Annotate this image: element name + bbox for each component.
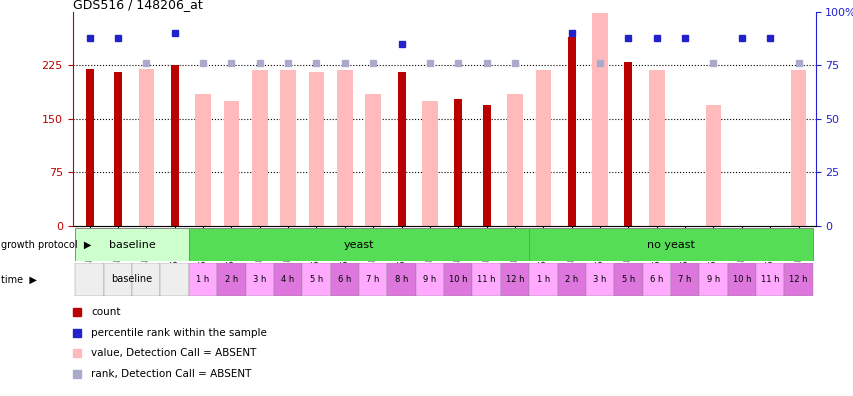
Text: time  ▶: time ▶ bbox=[1, 274, 37, 284]
Bar bbox=[280, 70, 295, 226]
Bar bbox=[705, 105, 721, 226]
Bar bbox=[195, 94, 211, 226]
Bar bbox=[727, 263, 755, 296]
Bar bbox=[75, 228, 189, 261]
Text: 11 h: 11 h bbox=[760, 275, 779, 284]
Bar bbox=[217, 263, 246, 296]
Text: baseline: baseline bbox=[108, 240, 155, 249]
Text: growth protocol  ▶: growth protocol ▶ bbox=[1, 240, 91, 249]
Text: 9 h: 9 h bbox=[423, 275, 436, 284]
Bar bbox=[613, 263, 641, 296]
Bar bbox=[330, 263, 358, 296]
Bar bbox=[302, 263, 330, 296]
Bar bbox=[500, 263, 529, 296]
Bar bbox=[444, 263, 472, 296]
Bar bbox=[85, 69, 94, 226]
Bar bbox=[557, 263, 585, 296]
Bar bbox=[358, 263, 387, 296]
Text: 10 h: 10 h bbox=[732, 275, 750, 284]
Bar bbox=[189, 263, 217, 296]
Bar bbox=[189, 228, 529, 261]
Bar bbox=[529, 263, 557, 296]
Text: no yeast: no yeast bbox=[647, 240, 694, 249]
Bar bbox=[641, 263, 670, 296]
Bar bbox=[472, 263, 500, 296]
Text: value, Detection Call = ABSENT: value, Detection Call = ABSENT bbox=[91, 348, 256, 358]
Text: rank, Detection Call = ABSENT: rank, Detection Call = ABSENT bbox=[91, 369, 251, 379]
Bar bbox=[274, 263, 302, 296]
Text: 8 h: 8 h bbox=[394, 275, 408, 284]
Bar bbox=[624, 62, 631, 226]
Bar bbox=[592, 13, 607, 226]
Bar bbox=[337, 70, 352, 226]
Bar bbox=[482, 105, 490, 226]
Bar bbox=[308, 72, 324, 226]
Text: 2 h: 2 h bbox=[565, 275, 577, 284]
Bar bbox=[113, 72, 122, 226]
Bar bbox=[252, 70, 267, 226]
Text: 3 h: 3 h bbox=[252, 275, 266, 284]
Text: 1 h: 1 h bbox=[536, 275, 549, 284]
Bar bbox=[387, 263, 415, 296]
Bar bbox=[585, 263, 613, 296]
Text: 12 h: 12 h bbox=[505, 275, 524, 284]
Text: 7 h: 7 h bbox=[366, 275, 380, 284]
Bar bbox=[648, 70, 664, 226]
Bar bbox=[567, 37, 575, 226]
Bar bbox=[699, 263, 727, 296]
Bar bbox=[75, 263, 104, 296]
Bar bbox=[138, 69, 154, 226]
Text: yeast: yeast bbox=[344, 240, 374, 249]
Bar bbox=[397, 72, 405, 226]
Text: baseline: baseline bbox=[112, 274, 153, 284]
Bar bbox=[171, 65, 178, 226]
Bar bbox=[507, 94, 522, 226]
Text: 5 h: 5 h bbox=[310, 275, 322, 284]
Bar bbox=[415, 263, 444, 296]
Bar bbox=[132, 263, 160, 296]
Bar bbox=[160, 263, 189, 296]
Bar bbox=[104, 263, 132, 296]
Bar bbox=[790, 70, 805, 226]
Text: 5 h: 5 h bbox=[621, 275, 635, 284]
Text: 1 h: 1 h bbox=[196, 275, 210, 284]
Text: 6 h: 6 h bbox=[649, 275, 663, 284]
Text: 12 h: 12 h bbox=[788, 275, 807, 284]
Text: 10 h: 10 h bbox=[449, 275, 467, 284]
Bar bbox=[246, 263, 274, 296]
Bar bbox=[783, 263, 812, 296]
Text: count: count bbox=[91, 307, 120, 317]
Text: 2 h: 2 h bbox=[224, 275, 238, 284]
Text: GDS516 / 148206_at: GDS516 / 148206_at bbox=[73, 0, 202, 11]
Bar bbox=[529, 228, 812, 261]
Bar bbox=[421, 101, 438, 226]
Bar bbox=[755, 263, 783, 296]
Bar bbox=[535, 70, 550, 226]
Text: 9 h: 9 h bbox=[706, 275, 719, 284]
Text: 6 h: 6 h bbox=[338, 275, 351, 284]
Text: 11 h: 11 h bbox=[477, 275, 496, 284]
Bar bbox=[223, 101, 239, 226]
Text: 4 h: 4 h bbox=[281, 275, 294, 284]
Text: percentile rank within the sample: percentile rank within the sample bbox=[91, 327, 266, 338]
Bar bbox=[365, 94, 380, 226]
Text: 3 h: 3 h bbox=[593, 275, 606, 284]
Bar bbox=[670, 263, 699, 296]
Text: 7 h: 7 h bbox=[677, 275, 691, 284]
Bar bbox=[454, 99, 461, 226]
